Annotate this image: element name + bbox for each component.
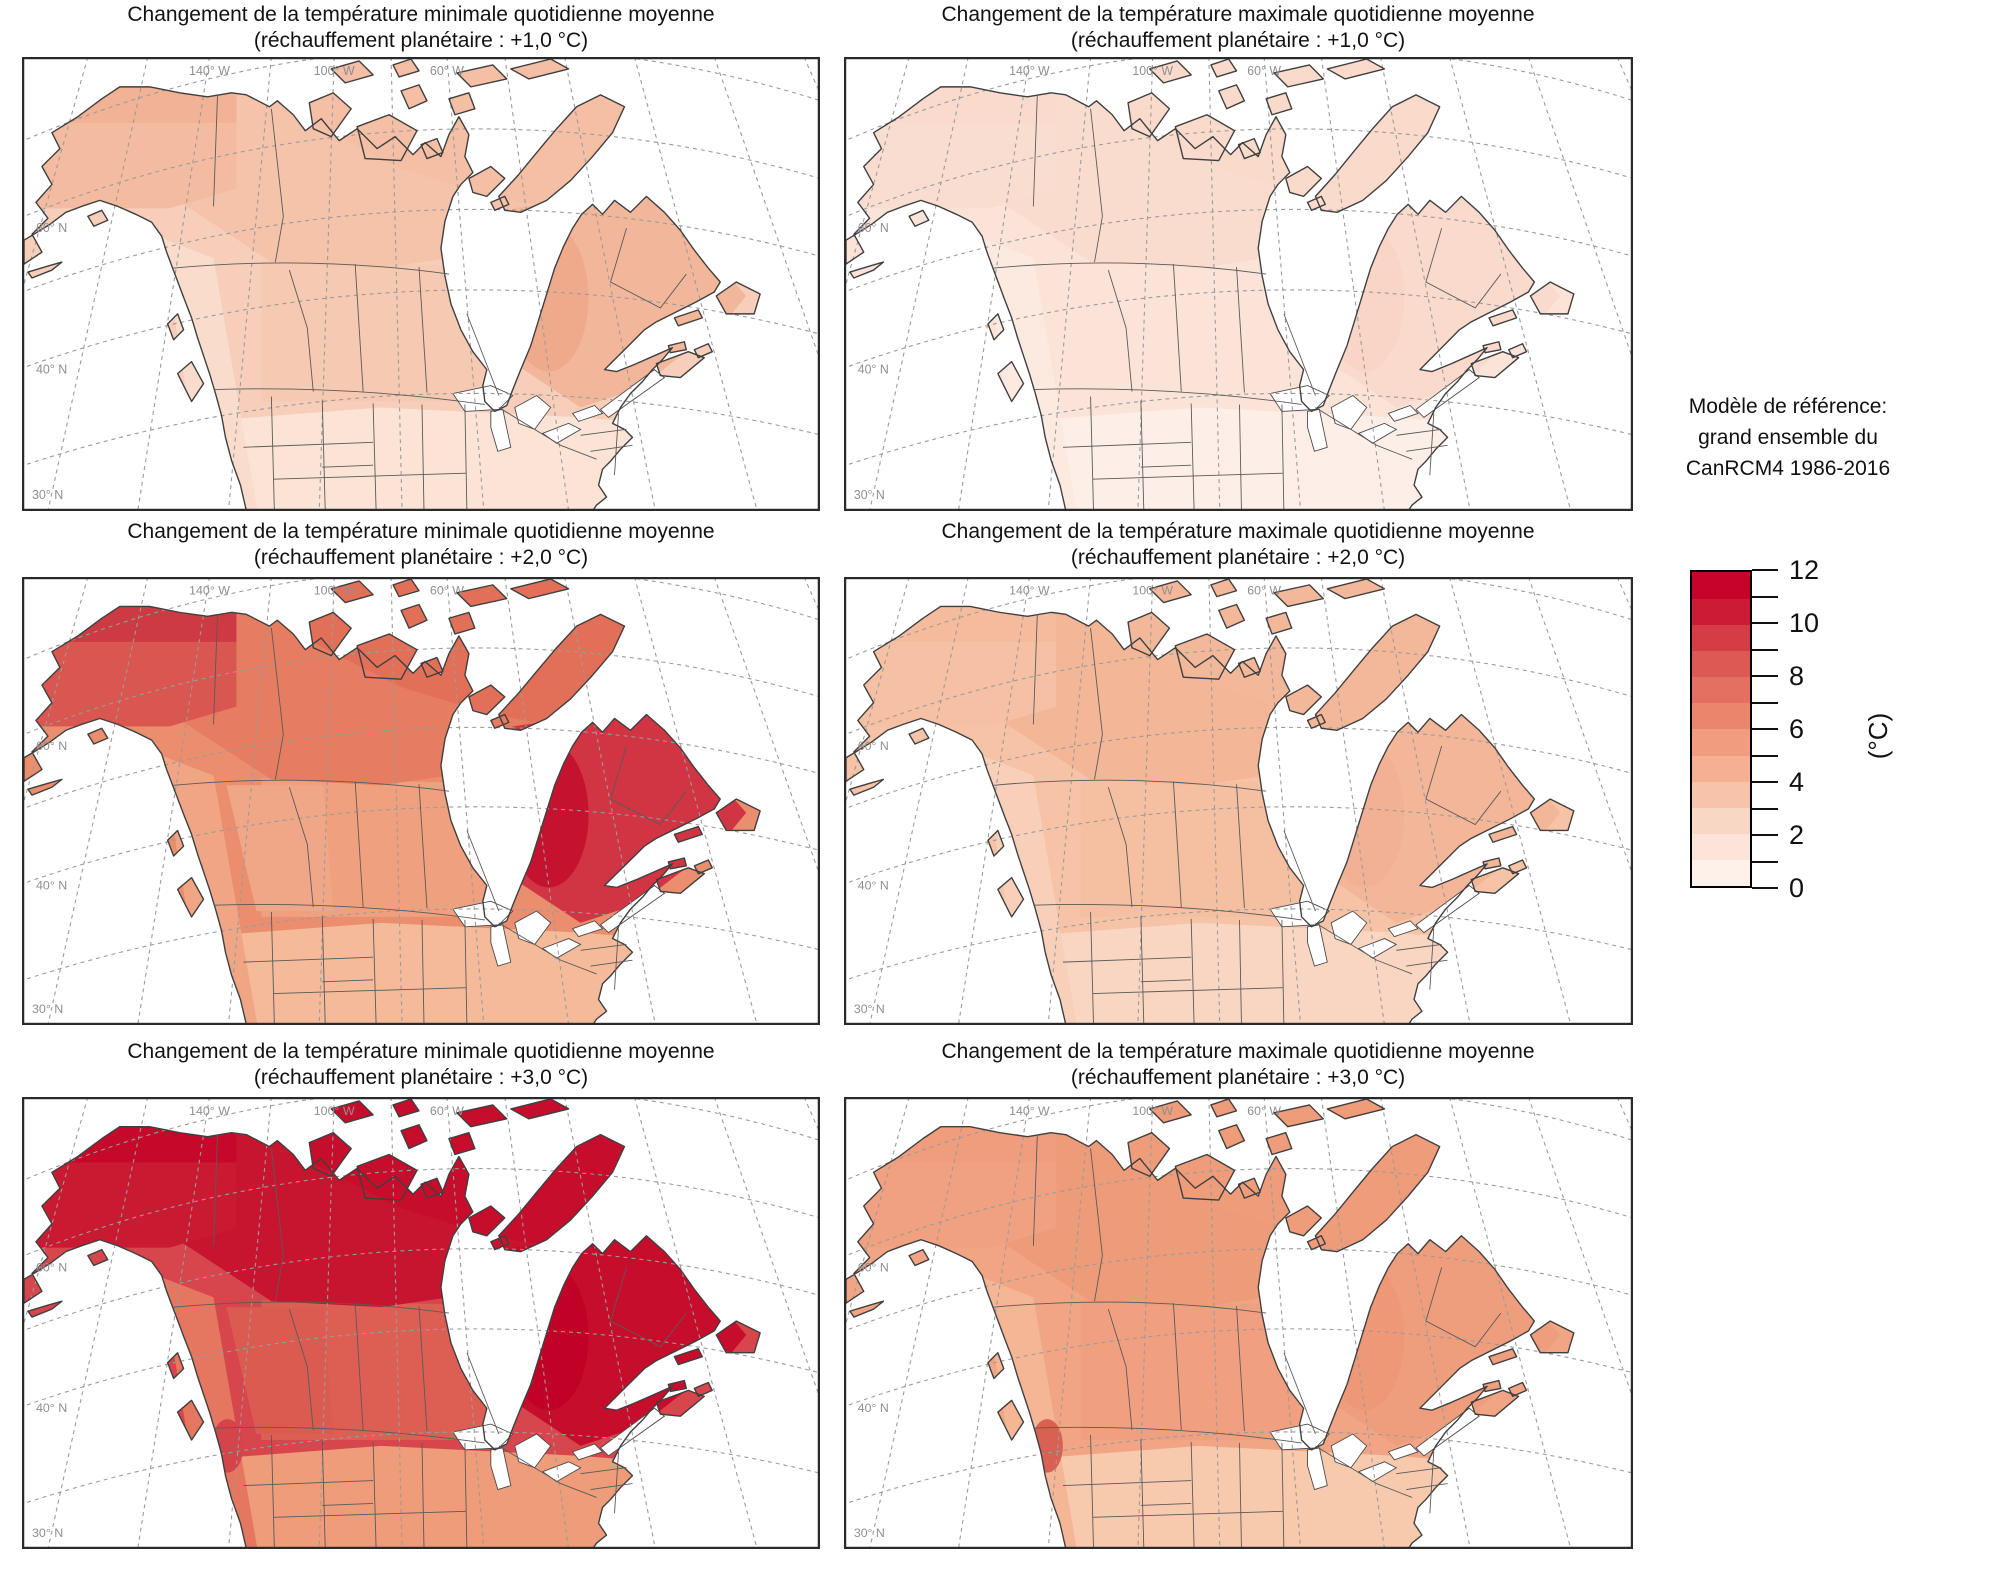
colorbar-band-8-9c: [1692, 650, 1750, 678]
colorbar-tick-3c: [1752, 807, 1778, 810]
legend-model-line3: CanRCM4 1986-2016: [1685, 457, 1891, 480]
map-panel-tmax-plus1: [844, 57, 1633, 511]
map-frame: [22, 57, 820, 511]
colorbar-tick-8c: [1752, 675, 1778, 677]
map-frame: [22, 577, 820, 1025]
panel-title-line2: (réchauffement planétaire : +2,0 °C): [1070, 546, 1406, 569]
panel-title-tmin-plus2: Changement de la température minimale qu…: [22, 519, 820, 571]
colorbar-label-2c: 2: [1789, 820, 1805, 850]
panel-title-line1: Changement de la température minimale qu…: [127, 520, 715, 543]
colorbar-unit-label: (°C): [1863, 712, 1893, 760]
colorbar-band-3-4c: [1692, 781, 1750, 808]
colorbar-band-1-2c: [1692, 833, 1750, 861]
legend-model-line1: Modèle de référence:: [1688, 395, 1888, 418]
panel-title-tmin-plus3: Changement de la température minimale qu…: [22, 1039, 820, 1091]
panel-title-line2: (réchauffement planétaire : +1,0 °C): [253, 29, 589, 52]
panel-title-line2: (réchauffement planétaire : +3,0 °C): [1070, 1066, 1406, 1089]
map-canvas-tmin-plus2: [22, 577, 820, 1025]
map-panel-tmax-plus2: [844, 577, 1633, 1025]
legend-model-line2: grand ensemble du: [1698, 426, 1878, 449]
panel-title-line2: (réchauffement planétaire : +3,0 °C): [253, 1066, 589, 1089]
map-frame: [22, 1097, 820, 1549]
map-canvas-tmax-plus3: [844, 1097, 1633, 1549]
colorbar-tick-12c: [1752, 569, 1778, 571]
map-panel-tmax-plus3: [844, 1097, 1633, 1549]
map-canvas-tmin-plus3: [22, 1097, 820, 1549]
colorbar-tick-5c: [1752, 754, 1778, 757]
region-bc_interior: [226, 785, 334, 912]
colorbar-band-9-10c: [1692, 624, 1750, 651]
panel-title-line2: (réchauffement planétaire : +2,0 °C): [253, 546, 589, 569]
panel-title-tmax-plus1: Changement de la température maximale qu…: [838, 2, 1638, 54]
panel-title-line2: (réchauffement planétaire : +1,0 °C): [1070, 29, 1406, 52]
map-panel-tmin-plus2: [22, 577, 820, 1025]
colorbar-label-12c: 12: [1789, 555, 1820, 585]
map-canvas-tmax-plus1: [844, 57, 1633, 511]
legend-model-reference: Modèle de référence: grand ensemble du C…: [1630, 391, 1946, 484]
panel-title-line1: Changement de la température minimale qu…: [127, 3, 715, 26]
panel-title-tmax-plus2: Changement de la température maximale qu…: [838, 519, 1638, 571]
colorbar-label-10c: 10: [1789, 608, 1820, 638]
colorbar-tick-1c: [1752, 860, 1778, 863]
colorbar-tick-6c: [1752, 728, 1778, 730]
colorbar-label-0c: 0: [1789, 873, 1805, 903]
region-prairie: [261, 261, 501, 402]
colorbar: [1690, 570, 1752, 888]
colorbar-tick-11c: [1752, 595, 1778, 598]
colorbar-band-5-6c: [1692, 729, 1750, 756]
colorbar-label-6c: 6: [1789, 714, 1805, 744]
panel-title-line1: Changement de la température minimale qu…: [127, 1040, 715, 1063]
region-prairie: [1080, 1300, 1318, 1440]
colorbar-tick-9c: [1752, 648, 1778, 651]
colorbar-label-8c: 8: [1789, 661, 1805, 691]
colorbar-label-4c: 4: [1789, 767, 1805, 797]
panel-title-tmax-plus3: Changement de la température maximale qu…: [838, 1039, 1638, 1091]
colorbar-tick-4c: [1752, 781, 1778, 783]
panel-title-tmin-plus1: Changement de la température minimale qu…: [22, 2, 820, 54]
region-prairie: [1080, 778, 1318, 917]
colorbar-band-0-1c: [1692, 859, 1750, 887]
map-panel-tmin-plus3: [22, 1097, 820, 1549]
panel-title-line1: Changement de la température maximale qu…: [941, 3, 1535, 26]
map-frame: [844, 577, 1633, 1025]
colorbar-tick-2c: [1752, 834, 1778, 836]
map-frame: [844, 57, 1633, 511]
region-bc_interior: [226, 1307, 334, 1435]
panel-title-line1: Changement de la température maximale qu…: [941, 1040, 1535, 1063]
colorbar-band-2-3c: [1692, 807, 1750, 835]
map-canvas-tmin-plus1: [22, 57, 820, 511]
map-canvas-tmax-plus2: [844, 577, 1633, 1025]
colorbar-band-10-11c: [1692, 598, 1750, 625]
colorbar-band-6-7c: [1692, 702, 1750, 730]
map-frame: [844, 1097, 1633, 1549]
colorbar-band-4-5c: [1692, 755, 1750, 782]
panel-title-line1: Changement de la température maximale qu…: [941, 520, 1535, 543]
colorbar-tick-10c: [1752, 622, 1778, 624]
colorbar-band-7-8c: [1692, 676, 1750, 704]
colorbar-band-11-12c: [1692, 572, 1750, 599]
map-panel-tmin-plus1: [22, 57, 820, 511]
colorbar-tick-7c: [1752, 701, 1778, 704]
colorbar-tick-0c: [1752, 887, 1778, 889]
